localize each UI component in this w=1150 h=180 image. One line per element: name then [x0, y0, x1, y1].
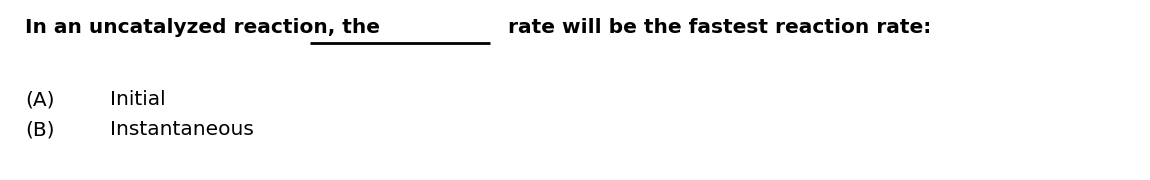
- Text: In an uncatalyzed reaction, the: In an uncatalyzed reaction, the: [25, 18, 388, 37]
- Text: Initial: Initial: [110, 90, 166, 109]
- Text: rate will be the fastest reaction rate:: rate will be the fastest reaction rate:: [508, 18, 932, 37]
- Text: (A): (A): [25, 90, 54, 109]
- Text: Instantaneous: Instantaneous: [110, 120, 254, 139]
- Text: (B): (B): [25, 120, 54, 139]
